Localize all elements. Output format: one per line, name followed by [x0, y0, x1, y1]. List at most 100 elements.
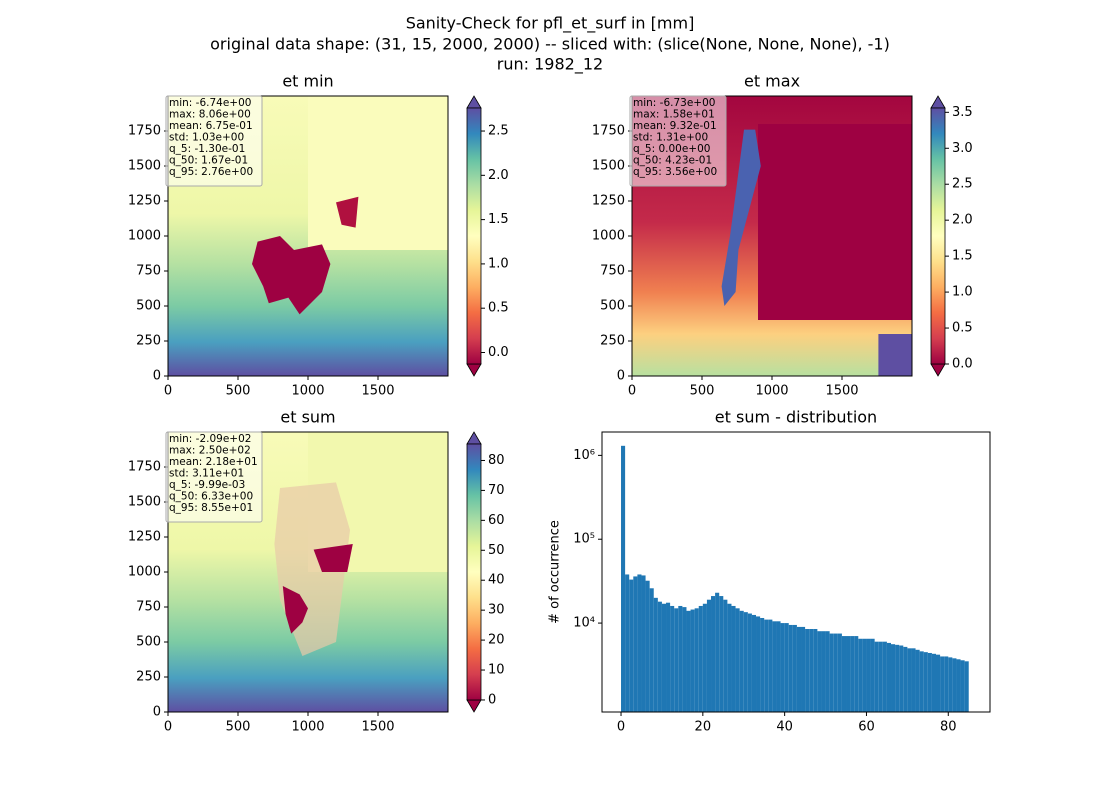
histogram-bar [862, 638, 867, 712]
histogram-bar [956, 659, 961, 712]
x-tick-label: 1500 [825, 384, 858, 399]
colorbar [466, 443, 482, 701]
histogram-bar [833, 633, 838, 712]
histogram-bar [841, 636, 847, 712]
histogram-bar [936, 654, 941, 712]
colorbar-extend [466, 363, 482, 377]
histogram-bar [780, 623, 785, 712]
y-tick-label: 250 [600, 334, 625, 349]
histogram-bar [702, 603, 707, 712]
histogram-bar [637, 574, 642, 712]
histogram-bar [948, 657, 953, 712]
map-region [878, 334, 912, 376]
histogram-bar [784, 623, 789, 712]
histogram-bar [964, 661, 969, 712]
suptitle-line: run: 1982_12 [497, 55, 603, 75]
heatmap-panel: et max 0 500 1000 1500 0 250 500 750 1000 1250 1500… [592, 72, 973, 399]
x-tick-label: 1000 [755, 384, 788, 399]
map [168, 96, 448, 376]
colorbar-extend [930, 95, 946, 109]
colorbar-tick-label: 3.0 [952, 141, 973, 156]
x-tick-label: 20 [695, 720, 712, 735]
histogram-bar [866, 638, 871, 712]
histogram-bar [686, 610, 691, 712]
x-tick-label: 1000 [291, 384, 324, 399]
colorbar-tick-label: 50 [488, 543, 505, 558]
y-tick-label: 0 [617, 369, 625, 384]
histogram-panel: et sum - distribution # of occurrence 0 20 4… [548, 408, 991, 735]
histogram-bar [870, 638, 875, 712]
axes-title: et sum [280, 408, 335, 427]
colorbar-tick-label: 20 [488, 633, 505, 648]
colorbar [930, 107, 946, 365]
map-region [308, 96, 448, 250]
histogram-bar [960, 660, 965, 712]
stats-line: max: 8.06e+00 [169, 109, 251, 121]
y-tick-label: 500 [136, 299, 161, 314]
histogram-bar [919, 651, 924, 712]
y-tick-label: 1250 [128, 194, 161, 209]
y-tick-label: 500 [136, 635, 161, 650]
histogram-bar [895, 644, 900, 712]
stats-line: mean: 2.18e+01 [169, 456, 258, 468]
y-tick-label: 1500 [128, 159, 161, 174]
y-tick-label: 750 [136, 264, 161, 279]
stats-box [165, 431, 263, 523]
histogram-bar [661, 603, 667, 712]
suptitle-line: original data shape: (31, 15, 2000, 2000… [210, 35, 890, 54]
colorbar-tick-label: 0.0 [952, 357, 973, 372]
histogram-bar [927, 652, 932, 712]
histogram-bar [625, 574, 630, 712]
stats-line: q_95: 8.55e+01 [169, 502, 253, 514]
histogram-bar [850, 636, 855, 712]
stats-line: q_95: 3.56e+00 [633, 166, 717, 178]
colorbar-tick-label: 2.5 [488, 124, 509, 139]
map-region [758, 124, 912, 320]
colorbar-tick-label: 1.0 [488, 256, 509, 271]
colorbar-tick-label: 1.5 [488, 212, 509, 227]
axes-title: et min [282, 72, 333, 91]
x-tick-label: 40 [776, 720, 793, 735]
histogram-bar [690, 609, 695, 712]
histogram-bar [727, 603, 732, 712]
histogram-bar [621, 445, 626, 712]
histogram-bar [788, 624, 793, 712]
y-tick-label: 1750 [128, 124, 161, 139]
y-tick-label: 250 [136, 670, 161, 685]
histogram-bar [821, 631, 826, 712]
colorbar-tick-label: 3.5 [952, 105, 973, 120]
histogram-bar [694, 608, 699, 712]
map-region [252, 236, 331, 315]
stats-line: q_5: -1.30e-01 [169, 143, 245, 155]
colorbar-tick-label: 1.5 [952, 249, 973, 264]
x-tick-label: 0 [164, 384, 172, 399]
y-tick-label: 750 [136, 600, 161, 615]
axes-frame [601, 431, 991, 713]
histogram-bar [805, 628, 810, 712]
x-tick-label: 500 [226, 720, 251, 735]
histogram-bar [952, 658, 957, 712]
histogram-bar [801, 626, 806, 712]
heatmap-panel: et min 0 500 1000 1500 0 250 500 750 1000 1250 1500… [128, 72, 509, 399]
x-tick-label: 0 [628, 384, 636, 399]
colorbar-tick-label: 60 [488, 513, 505, 528]
stats-line: min: -2.09e+02 [169, 433, 251, 445]
y-tick-label: 1000 [128, 229, 161, 244]
y-tick-label: 1750 [128, 460, 161, 475]
stats-line: q_50: 6.33e+00 [169, 491, 253, 503]
histogram-bar [923, 652, 928, 712]
histogram-bar [837, 633, 842, 712]
y-tick-label: 0 [153, 705, 161, 720]
colorbar-tick-label: 1.0 [952, 285, 973, 300]
histogram-bar [854, 636, 859, 712]
histogram-bar [813, 628, 818, 712]
histogram-bar [756, 616, 761, 712]
stats-line: q_95: 2.76e+00 [169, 166, 253, 178]
histogram-bar [645, 580, 650, 712]
histogram-bar [706, 599, 712, 712]
histogram-bar [915, 649, 920, 712]
histogram-bar [772, 621, 777, 712]
colorbar-tick-label: 80 [488, 453, 505, 468]
histogram-bar [931, 653, 937, 712]
colorbar-tick-label: 2.0 [952, 213, 973, 228]
